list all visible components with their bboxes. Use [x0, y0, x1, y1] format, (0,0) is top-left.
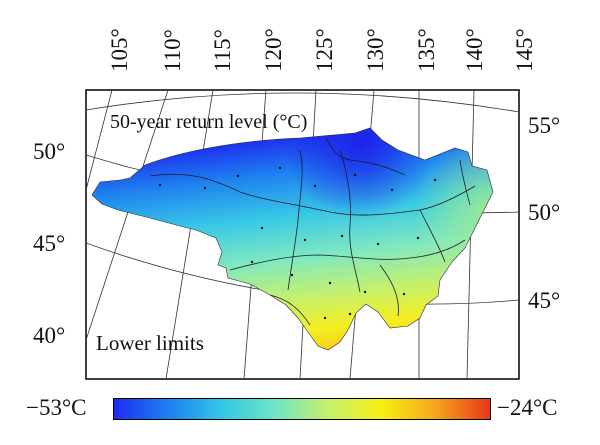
longitude-tick-labels: 105° 110° 115° 120° 125° 130° 135° 140° … [107, 28, 537, 72]
lat-tick-right-55: 55° [528, 113, 560, 138]
meridian-115 [165, 90, 214, 379]
map-title: 50-year return level (°C) [110, 111, 307, 133]
lon-tick-115: 115° [210, 29, 235, 72]
lon-tick-110: 110° [160, 29, 185, 72]
lat-tick-right-50: 50° [528, 200, 560, 225]
meridian-110 [86, 90, 169, 341]
colorbar-min-label: −53°C [26, 395, 87, 420]
map-subtitle: Lower limits [96, 331, 204, 355]
lon-tick-120: 120° [261, 28, 286, 72]
meridian-105 [86, 90, 113, 191]
lat-tick-right-45: 45° [528, 288, 560, 313]
colorbar [113, 398, 491, 420]
parallel-55 [86, 92, 519, 113]
map-frame [85, 89, 520, 380]
latitude-tick-labels-left: 50° 45° 40° [33, 139, 65, 348]
lon-tick-125: 125° [312, 28, 337, 72]
lon-tick-140: 140° [462, 28, 487, 72]
lat-tick-left-50: 50° [33, 139, 65, 164]
boundary-lines [149, 137, 476, 326]
colorbar-max-label: −24°C [497, 395, 558, 420]
region-outline [91, 127, 494, 351]
lat-tick-left-45: 45° [33, 231, 65, 256]
lon-tick-130: 130° [363, 28, 388, 72]
lat-tick-left-40: 40° [33, 323, 65, 348]
latitude-tick-labels-right: 55° 50° 45° [528, 113, 560, 313]
lon-tick-145: 145° [512, 28, 537, 72]
station-points [158, 166, 437, 320]
lon-tick-105: 105° [107, 28, 132, 72]
return-level-field [92, 128, 493, 350]
lon-tick-135: 135° [414, 28, 439, 72]
